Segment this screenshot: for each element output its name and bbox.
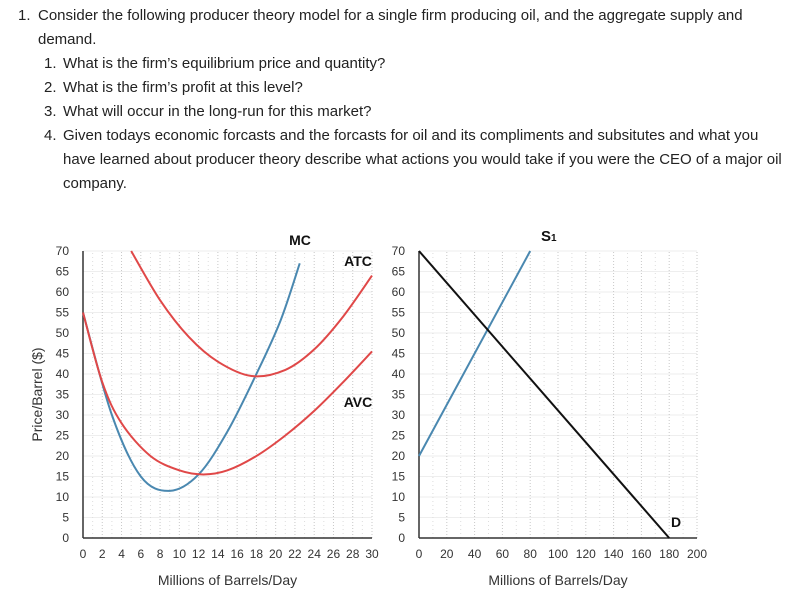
x-tick-label: 140 xyxy=(604,547,624,561)
x-tick-label: 30 xyxy=(365,547,379,561)
x-axis-label: Millions of Barrels/Day xyxy=(158,572,297,588)
sub-question-list: 1. What is the firm’s equilibrium price a… xyxy=(18,52,788,196)
x-tick-label: 0 xyxy=(80,547,87,561)
x-tick-label: 60 xyxy=(496,547,510,561)
x-tick-label: 18 xyxy=(250,547,264,561)
sub-question-text: What will occur in the long-run for this… xyxy=(63,103,372,120)
y-tick-label: 35 xyxy=(56,388,70,402)
sub-question-text: What is the firm’s equilibrium price and… xyxy=(63,55,386,72)
question-number: 1. xyxy=(18,7,31,24)
sub-question: 3. What will occur in the long-run for th… xyxy=(18,100,788,124)
x-tick-label: 120 xyxy=(576,547,596,561)
y-tick-label: 70 xyxy=(392,244,406,258)
y-tick-label: 50 xyxy=(392,326,406,340)
series-label-s1: S1 xyxy=(541,228,557,245)
x-tick-label: 2 xyxy=(99,547,106,561)
y-tick-label: 5 xyxy=(398,511,405,525)
series-label-d: D xyxy=(671,514,681,530)
series-s1-line xyxy=(418,250,532,457)
series-avc-line xyxy=(82,312,373,476)
y-tick-label: 55 xyxy=(56,306,70,320)
y-tick-label: 0 xyxy=(62,531,69,545)
x-tick-label: 24 xyxy=(308,547,322,561)
y-tick-label: 50 xyxy=(56,326,70,340)
y-tick-label: 20 xyxy=(56,449,70,463)
y-tick-label: 25 xyxy=(56,429,70,443)
y-tick-label: 15 xyxy=(392,470,406,484)
sub-question: 4. Given todays economic forcasts and the… xyxy=(18,124,788,196)
sub-question-number: 4. xyxy=(44,127,57,144)
x-tick-label: 16 xyxy=(230,547,244,561)
y-tick-label: 40 xyxy=(392,367,406,381)
x-tick-label: 12 xyxy=(192,547,206,561)
y-tick-label: 30 xyxy=(56,408,70,422)
chart-2: 0 5 10 15 20 25 30 35 40 45 50 55 60 65 70 0 20 40 60 80 100… xyxy=(392,228,708,588)
x-tick-label: 8 xyxy=(157,547,164,561)
question-text: Consider the following producer theory m… xyxy=(38,7,743,48)
sub-question-number: 3. xyxy=(44,103,57,120)
y-tick-label: 30 xyxy=(392,408,406,422)
x-tick-label: 200 xyxy=(687,547,707,561)
x-tick-label: 180 xyxy=(659,547,679,561)
y-axis-label: Price/Barrel ($) xyxy=(29,347,45,441)
sub-question-number: 2. xyxy=(44,79,57,96)
series-label-mc: MC xyxy=(289,232,311,248)
sub-question-number: 1. xyxy=(44,55,57,72)
sub-question-text: What is the firm’s profit at this level? xyxy=(63,79,303,96)
x-tick-label: 20 xyxy=(269,547,283,561)
sub-question: 1. What is the firm’s equilibrium price a… xyxy=(18,52,788,76)
series-label-atc: ATC xyxy=(344,253,372,269)
series-mc-line xyxy=(82,262,301,492)
series-atc-line xyxy=(130,250,373,378)
y-tick-label: 60 xyxy=(392,285,406,299)
y-tick-label: 45 xyxy=(392,347,406,361)
y-tick-label: 45 xyxy=(56,347,70,361)
x-tick-label: 10 xyxy=(173,547,187,561)
x-tick-label: 160 xyxy=(631,547,651,561)
sub-question: 2. What is the firm’s profit at this leve… xyxy=(18,76,788,100)
y-tick-label: 60 xyxy=(56,285,70,299)
y-tick-label: 5 xyxy=(62,511,69,525)
x-tick-label: 40 xyxy=(468,547,482,561)
series-d-line xyxy=(418,250,670,539)
x-tick-label: 4 xyxy=(118,547,125,561)
y-tick-label: 15 xyxy=(56,470,70,484)
y-tick-label: 25 xyxy=(392,429,406,443)
y-tick-label: 70 xyxy=(56,244,70,258)
x-tick-label: 22 xyxy=(288,547,302,561)
sub-question-text: Given todays economic forcasts and the f… xyxy=(63,127,782,192)
x-axis-label: Millions of Barrels/Day xyxy=(488,572,627,588)
x-tick-label: 80 xyxy=(524,547,538,561)
x-tick-label: 20 xyxy=(440,547,454,561)
series-label-avc: AVC xyxy=(344,394,373,410)
x-tick-label: 6 xyxy=(137,547,144,561)
y-tick-label: 0 xyxy=(398,531,405,545)
y-tick-label: 20 xyxy=(392,449,406,463)
x-tick-label: 28 xyxy=(346,547,360,561)
y-tick-label: 10 xyxy=(392,490,406,504)
y-tick-label: 55 xyxy=(392,306,406,320)
question-block: 1. Consider the following producer theor… xyxy=(18,4,788,196)
x-tick-label: 100 xyxy=(548,547,568,561)
x-tick-label: 0 xyxy=(416,547,423,561)
x-tick-label: 14 xyxy=(211,547,225,561)
y-tick-label: 40 xyxy=(56,367,70,381)
y-tick-label: 35 xyxy=(392,388,406,402)
y-tick-label: 10 xyxy=(56,490,70,504)
y-tick-label: 65 xyxy=(392,265,406,279)
x-tick-label: 26 xyxy=(327,547,341,561)
y-tick-label: 65 xyxy=(56,265,70,279)
